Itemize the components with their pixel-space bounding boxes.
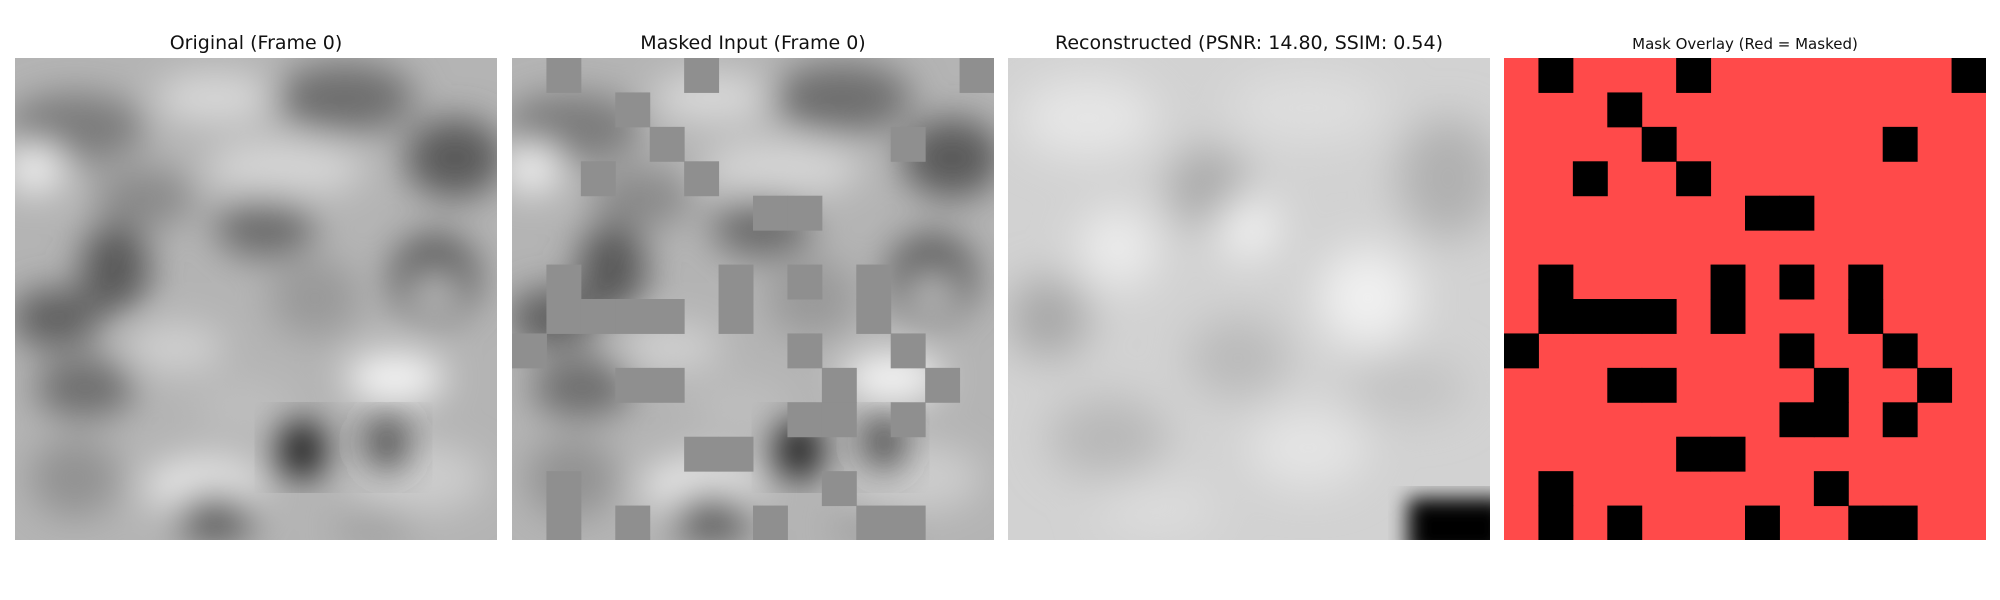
masked-patch (546, 299, 582, 334)
original-image (15, 58, 497, 540)
masked-patch (959, 58, 994, 93)
overlay-unmasked-cell (1641, 367, 1677, 403)
masked-patch (546, 58, 582, 93)
overlay-unmasked-cell (1607, 299, 1643, 334)
masked-patch (615, 92, 651, 128)
overlay-unmasked-cell (1538, 471, 1574, 507)
masked-patch (684, 436, 720, 472)
panel-original: Original (Frame 0) (15, 0, 497, 600)
overlay-unmasked-cell (1538, 299, 1574, 334)
overlay-unmasked-cell (1848, 264, 1884, 300)
overlay-unmasked-cell (1779, 264, 1815, 300)
masked-patch (546, 471, 582, 507)
overlay-unmasked-cell (1882, 505, 1918, 540)
overlay-unmasked-cell (1745, 195, 1780, 231)
masked-patch (649, 126, 685, 162)
masked-patch (890, 126, 926, 162)
overlay-unmasked-cell (1779, 333, 1815, 369)
masked-patch (649, 367, 685, 403)
masked-patch (546, 264, 582, 300)
masked-patch (580, 299, 616, 334)
overlay-unmasked-cell (1710, 264, 1746, 300)
panel-title-masked-input: Masked Input (Frame 0) (640, 32, 866, 54)
panel-title-original: Original (Frame 0) (169, 32, 343, 54)
mask-overlay-image (1504, 58, 1986, 540)
overlay-unmasked-cell (1813, 471, 1849, 507)
overlay-unmasked-cell (1538, 505, 1574, 540)
overlay-unmasked-cell (1710, 436, 1746, 472)
masked-patch (580, 161, 616, 197)
masked-patch (890, 505, 926, 540)
overlay-unmasked-cell (1779, 402, 1815, 438)
masked-patch (718, 299, 754, 334)
panel-title-reconstructed: Reconstructed (PSNR: 14.80, SSIM: 0.54) (1055, 32, 1443, 54)
overlay-unmasked-cell (1813, 367, 1849, 403)
overlay-unmasked-cell (1779, 195, 1815, 231)
masked-patch (787, 264, 823, 300)
masked-input-image (512, 58, 994, 540)
masked-patch (856, 299, 892, 334)
masked-patch (856, 505, 892, 540)
masked-patch (856, 264, 892, 300)
masked-patch (890, 333, 926, 369)
masked-patch (787, 333, 823, 369)
masked-patch (925, 367, 961, 403)
masked-patches (512, 58, 994, 540)
overlay-unmasked-cell (1676, 58, 1712, 93)
masked-patch (615, 505, 651, 540)
reconstructed-image (1008, 58, 1490, 540)
masked-patch (546, 505, 582, 540)
masked-patch (753, 505, 788, 540)
panel-masked-input: Masked Input (Frame 0) (512, 0, 994, 600)
overlay-unmasked-cell (1676, 161, 1712, 197)
overlay-unmasked-cell (1813, 402, 1849, 438)
overlay-unmasked-cell (1607, 367, 1643, 403)
overlay-unmasked-cell (1848, 299, 1884, 334)
masked-patch (787, 195, 823, 231)
overlay-unmasked-cell (1572, 161, 1608, 197)
overlay-unmasked-cell (1641, 299, 1677, 334)
masked-patch (512, 333, 547, 369)
overlay-unmasked-cell (1538, 58, 1574, 93)
masked-patch (684, 58, 720, 93)
overlay-unmasked-cell (1504, 333, 1539, 369)
masked-patch (787, 402, 823, 438)
overlay-unmasked-cells (1504, 58, 1986, 540)
masked-patch (821, 471, 857, 507)
masked-patch (615, 299, 651, 334)
overlay-unmasked-cell (1848, 505, 1884, 540)
masked-patch (649, 299, 685, 334)
overlay-unmasked-cell (1882, 402, 1918, 438)
overlay-unmasked-cell (1572, 299, 1608, 334)
masked-patch (821, 402, 857, 438)
masked-patch (753, 195, 788, 231)
masked-patch (718, 436, 754, 472)
overlay-unmasked-cell (1882, 126, 1918, 162)
overlay-unmasked-cell (1917, 367, 1953, 403)
overlay-unmasked-cell (1710, 299, 1746, 334)
masked-patch (890, 402, 926, 438)
panel-mask-overlay: Mask Overlay (Red = Masked) (1504, 0, 1986, 600)
overlay-unmasked-cell (1676, 436, 1712, 472)
panel-title-mask-overlay: Mask Overlay (Red = Masked) (1632, 35, 1858, 53)
overlay-unmasked-cell (1745, 505, 1780, 540)
panel-reconstructed: Reconstructed (PSNR: 14.80, SSIM: 0.54) (1008, 0, 1490, 600)
overlay-unmasked-cell (1641, 126, 1677, 162)
overlay-unmasked-cell (1951, 58, 1986, 93)
masked-patch (684, 161, 720, 197)
overlay-unmasked-cell (1607, 505, 1643, 540)
masked-patch (615, 367, 651, 403)
overlay-unmasked-cell (1538, 264, 1574, 300)
masked-patch (821, 367, 857, 403)
overlay-unmasked-cell (1882, 333, 1918, 369)
overlay-unmasked-cell (1607, 92, 1643, 128)
masked-patch (718, 264, 754, 300)
